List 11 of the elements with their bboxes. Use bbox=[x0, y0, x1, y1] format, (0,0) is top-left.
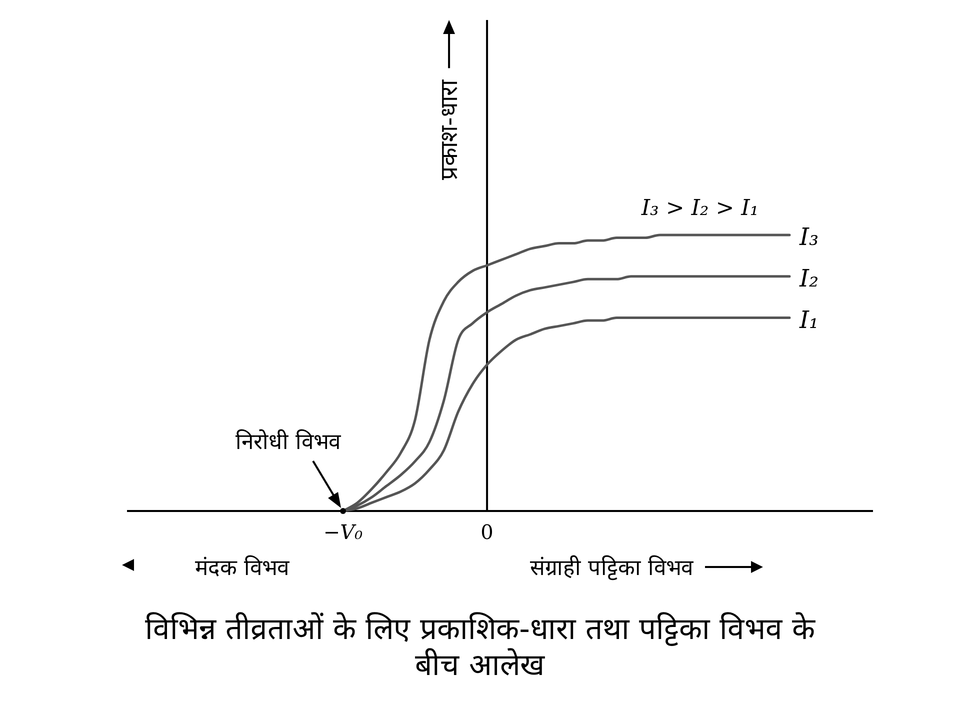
x-tick-label: −V₀ bbox=[323, 520, 363, 544]
series-label: I₂ bbox=[798, 264, 819, 292]
series-label: I₁ bbox=[798, 306, 819, 334]
text: I₃ > I₂ > I₁ bbox=[640, 196, 759, 221]
text: विभिन्न तीव्रताओं के लिए प्रकाशिक-धारा तथा पट्टिका विभव के बीच आलेख bbox=[144, 612, 816, 684]
series-label: I₃ bbox=[798, 223, 819, 251]
text: मंदक विभव bbox=[195, 555, 290, 581]
x-tick-label: 0 bbox=[480, 520, 494, 544]
y-axis-title: प्रकाश-धारा bbox=[435, 79, 464, 180]
x-axis-title: संग्राही पट्टिका विभव bbox=[530, 555, 694, 581]
annotation: निरोधी विभव bbox=[236, 429, 342, 455]
